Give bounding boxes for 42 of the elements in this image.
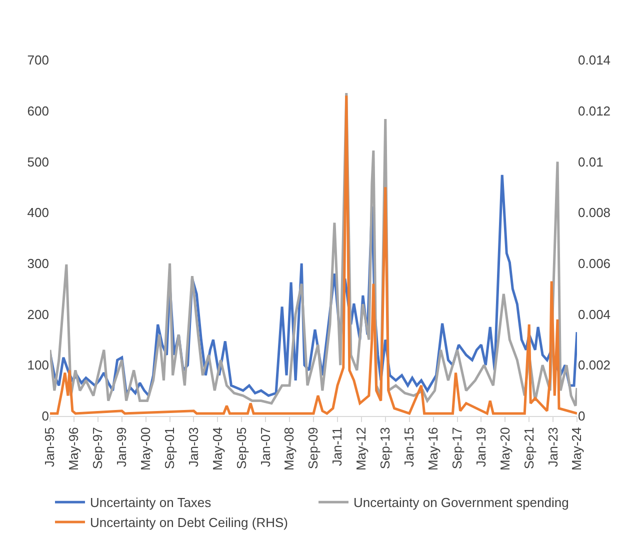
legend-label: Uncertainty on Taxes: [90, 495, 212, 510]
x-tick-label: May-08: [282, 427, 297, 471]
x-tick-label: Jan-23: [545, 427, 560, 467]
y-tick-label: 0: [42, 408, 49, 424]
x-tick-label: May-16: [425, 427, 440, 471]
y-tick-label: 300: [27, 256, 49, 271]
x-tick-label: May-20: [497, 427, 512, 471]
y-tick-label: 500: [27, 154, 49, 170]
y2-tick-label: 0.008: [578, 205, 611, 220]
y2-tick-label: 0.006: [578, 256, 611, 271]
x-tick-label: Sep-21: [521, 427, 536, 470]
x-tick-label: Jan-03: [186, 427, 201, 467]
x-tick-label: Sep-13: [378, 427, 393, 470]
legend-label: Uncertainty on Debt Ceiling (RHS): [90, 515, 288, 530]
legend-label: Uncertainty on Government spending: [354, 495, 569, 510]
y2-tick-label: 0.01: [578, 154, 604, 170]
y-tick-label: 200: [27, 306, 49, 322]
y2-tick-label: 0.004: [578, 306, 611, 322]
y2-tick-label: 0: [578, 408, 586, 424]
x-tick-label: Jan-11: [330, 427, 345, 466]
x-tick-label: Sep-05: [234, 427, 249, 470]
x-tick-label: May-96: [66, 427, 82, 471]
x-tick-label: May-12: [354, 427, 369, 471]
y-tick-label: 700: [27, 52, 49, 68]
y-tick-label: 600: [27, 103, 49, 118]
y2-tick-label: 0.002: [578, 358, 611, 373]
x-tick-label: Sep-01: [162, 427, 178, 470]
x-tick-label: Jan-95: [42, 427, 58, 467]
x-tick-label: May-24: [569, 427, 584, 471]
x-tick-label: Sep-97: [90, 427, 106, 470]
x-tick-label: Sep-17: [449, 427, 464, 470]
x-tick-label: Jan-19: [473, 427, 488, 467]
y2-tick-label: 0.014: [578, 52, 611, 68]
x-tick-label: Jan-99: [114, 427, 130, 467]
x-tick-label: May-04: [210, 427, 225, 471]
y2-tick-label: 0.012: [578, 103, 611, 118]
x-tick-label: May-00: [138, 427, 154, 471]
y-tick-label: 100: [27, 358, 49, 373]
y-tick-label: 400: [27, 205, 49, 220]
x-tick-label: Sep-09: [306, 427, 321, 470]
x-tick-label: Jan-15: [402, 427, 417, 467]
x-tick-label: Jan-07: [258, 427, 273, 467]
